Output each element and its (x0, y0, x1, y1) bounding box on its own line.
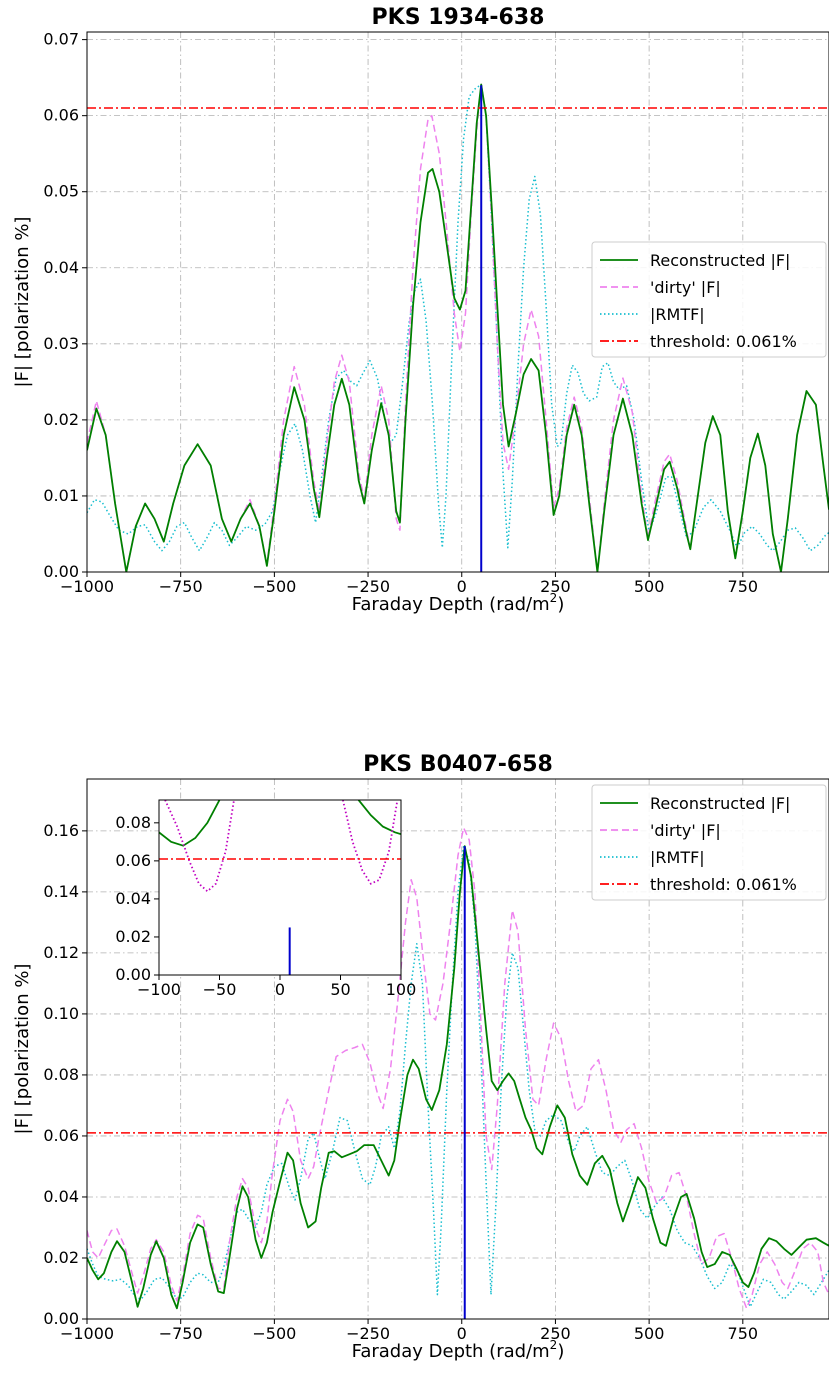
axes-frame (86, 778, 829, 1320)
y-tick-label: 0.08 (43, 1065, 79, 1084)
y-tick-label: 0.01 (43, 486, 79, 505)
axes-frame (86, 31, 829, 573)
inset-series-line (357, 800, 401, 836)
legend-label: threshold: 0.061% (650, 875, 797, 894)
y-axis-label: |F| [polarization %] (12, 964, 33, 1135)
legend-label: threshold: 0.061% (650, 332, 797, 351)
x-tick-label: −250 (346, 1324, 390, 1343)
x-axis-label: Faraday Depth (rad/m2) (352, 591, 565, 615)
legend-box (591, 241, 827, 358)
x-tick-label: 500 (634, 1324, 665, 1343)
x-tick-label: 750 (728, 1324, 759, 1343)
inset-series-line (159, 800, 221, 847)
inset-series-line (342, 800, 399, 885)
x-tick-label: −500 (252, 577, 296, 596)
y-tick-label: 0.07 (43, 30, 79, 49)
legend-label: |RMTF| (650, 848, 705, 867)
inset-x-tick-label: −50 (203, 980, 237, 999)
legend-label: 'dirty' |F| (650, 278, 721, 297)
x-tick-label: 250 (540, 577, 571, 596)
y-tick-label: 0.10 (43, 1004, 79, 1023)
ticks: −1000 −750 −500 −250 0 250 500 750 0.00 0.01 0.02 0… (43, 30, 758, 596)
y-tick-label: 0.16 (43, 821, 79, 840)
legend-label: Reconstructed |F| (650, 794, 790, 813)
chart-pks-b0407-658: −1000 −750 −500 −250 0 250 500 7500.000.020.040… (12, 752, 829, 1362)
inset-y-tick-label: 0.02 (115, 927, 151, 946)
x-tick-label: 500 (634, 577, 665, 596)
inset-y-tick-label: 0.00 (115, 965, 151, 984)
series-line--dirty-f- (87, 827, 829, 1310)
inset-background (159, 800, 401, 975)
legend-label: |RMTF| (650, 305, 705, 324)
y-tick-label: 0.05 (43, 182, 79, 201)
x-tick-label: −750 (159, 1324, 203, 1343)
y-axis-label: |F| [polarization %] (12, 217, 33, 388)
legend: Reconstructed |F| 'dirty' |F| |RMTF| thresh… (591, 784, 827, 901)
x-tick-label: −1000 (60, 577, 114, 596)
x-tick-label: −1000 (60, 1324, 114, 1343)
plot-area (87, 83, 829, 572)
y-tick-label: 0.04 (43, 258, 79, 277)
ticks: −1000 −750 −500 −250 0 250 500 7500.000.020.040… (43, 821, 758, 1343)
inset-x-tick-label: −100 (137, 980, 181, 999)
inset-y-tick-label: 0.08 (115, 813, 151, 832)
y-tick-label: 0.00 (43, 1309, 79, 1328)
series-line-reconstructed-f- (87, 845, 829, 1310)
inset-y-tick-label: 0.04 (115, 889, 151, 908)
y-tick-label: 0.06 (43, 106, 79, 125)
inset-plot-area (159, 800, 401, 975)
plot-area (87, 827, 829, 1319)
legend-label: 'dirty' |F| (650, 821, 721, 840)
inset-x-tick-label: 0 (275, 980, 285, 999)
x-tick-label: −500 (252, 1324, 296, 1343)
legend: Reconstructed |F| 'dirty' |F| |RMTF| thresh… (591, 241, 827, 358)
x-axis-label: Faraday Depth (rad/m2) (352, 1338, 565, 1362)
x-tick-label: 250 (540, 1324, 571, 1343)
series-line-reconstructed-f- (87, 83, 829, 572)
x-tick-label: 0 (457, 577, 467, 596)
inset-y-tick-label: 0.06 (115, 851, 151, 870)
legend-label: Reconstructed |F| (650, 251, 790, 270)
chart-title: PKS 1934-638 (372, 5, 545, 30)
y-tick-label: 0.03 (43, 334, 79, 353)
y-tick-label: 0.02 (43, 410, 79, 429)
chart-pks-1934-638: −1000 −750 −500 −250 0 250 500 750 0.00 0.01 0.02 0… (12, 5, 829, 615)
legend-box (591, 784, 827, 901)
x-tick-label: 750 (728, 577, 759, 596)
chart-title: PKS B0407-658 (363, 752, 553, 777)
y-tick-label: 0.02 (43, 1248, 79, 1267)
y-tick-label: 0.12 (43, 943, 79, 962)
inset-series-line (164, 800, 235, 893)
y-tick-label: 0.04 (43, 1187, 79, 1206)
y-tick-label: 0.06 (43, 1126, 79, 1145)
y-tick-label: 0.00 (43, 562, 79, 581)
inset-zoom: −100 −50 0 50 100 0.00 0.02 0.04 0.06 0.08 (115, 799, 417, 999)
x-tick-label: 0 (457, 1324, 467, 1343)
y-tick-label: 0.14 (43, 882, 79, 901)
inset-x-tick-label: 100 (386, 980, 417, 999)
x-tick-label: −250 (346, 577, 390, 596)
x-tick-label: −750 (159, 577, 203, 596)
inset-x-tick-label: 50 (330, 980, 350, 999)
